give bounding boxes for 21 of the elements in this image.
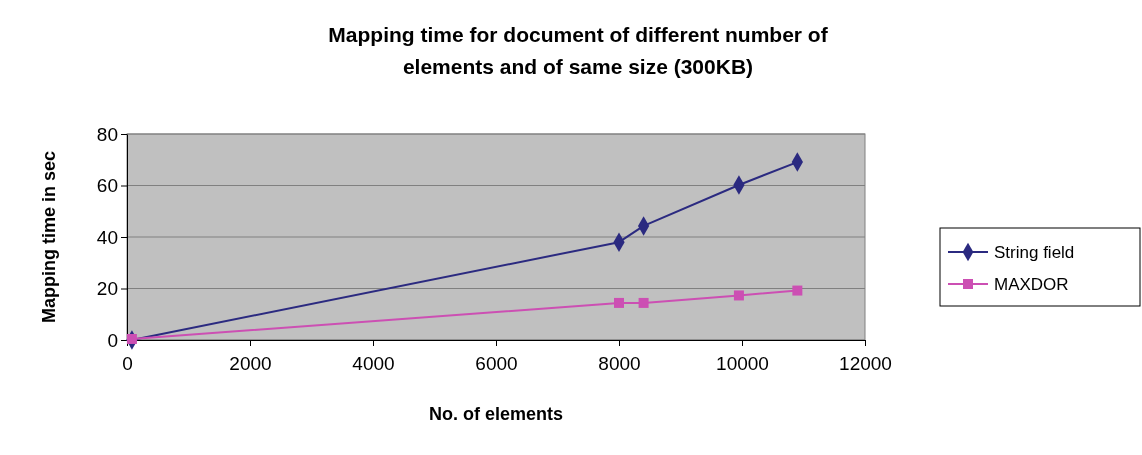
point [614,297,624,308]
x-tick-label: 12000 [839,352,892,374]
point [733,290,744,301]
y-tick-label: 60 [96,175,118,197]
y-axis-title: Mapping time in sec [39,150,59,324]
point [638,297,649,308]
point [792,285,803,296]
legend-label: MAXDOR [994,275,1069,294]
x-tick-label: 4000 [352,352,395,374]
x-tick-label: 8000 [598,352,641,374]
y-tick-label: 80 [96,123,118,145]
y-tick-label: 20 [96,278,118,300]
x-tick-label: 0 [122,352,133,374]
chart-title: Mapping time for document of different number of elements and of same size (300KB) [328,23,829,78]
x-tick-label: 6000 [475,352,518,374]
x-tick-label: 10000 [716,352,769,374]
legend-label: String field [994,243,1075,262]
y-tick-label: 40 [96,226,118,248]
y-tick-label: 0 [107,329,118,351]
x-axis-title: No. of elements [428,404,564,424]
x-tick-label: 2000 [229,352,272,374]
